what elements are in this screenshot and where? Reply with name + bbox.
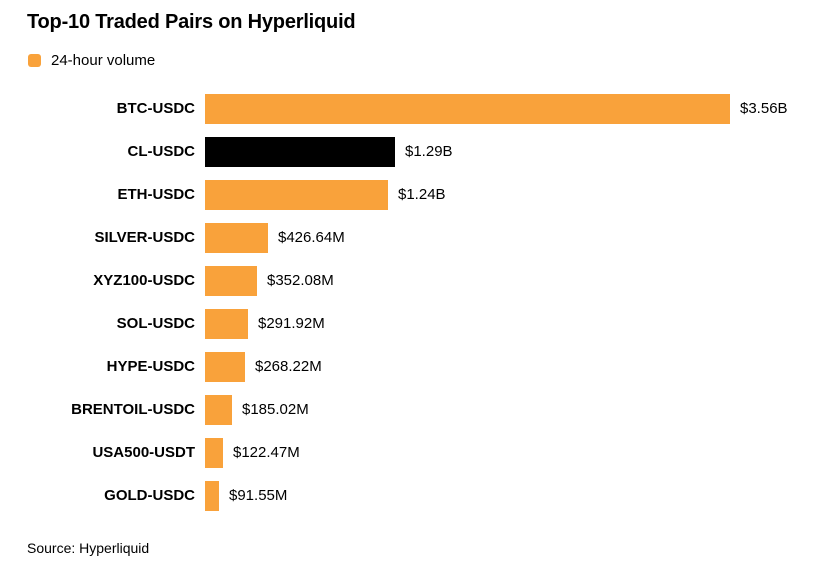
category-label: CL-USDC [127,143,196,160]
category-label: HYPE-USDC [106,358,195,375]
chart-row: SOL-USDC $291.92M [27,302,798,345]
chart-title: Top-10 Traded Pairs on Hyperliquid [27,11,356,33]
value-label: $3.56B [740,100,788,117]
chart-row: BRENTOIL-USDC $185.02M [27,388,798,431]
legend-swatch-icon [28,54,41,67]
chart-row: XYZ100-USDC $352.08M [27,259,798,302]
bar [205,394,232,425]
bar [205,93,730,124]
value-label: $1.24B [398,186,446,203]
bar [205,179,388,210]
value-label: $291.92M [258,315,325,332]
bar-chart: BTC-USDC $3.56B CL-USDC $1.29B ETH-USDC $1.24… [27,87,798,517]
category-label: ETH-USDC [117,186,196,203]
value-label: $352.08M [267,272,334,289]
category-label: BRENTOIL-USDC [71,401,195,418]
bar [205,480,219,511]
source-note: Source: Hyperliquid [27,540,150,556]
chart-row: ETH-USDC $1.24B [27,173,798,216]
bar [205,136,395,167]
legend-label: 24-hour volume [51,52,156,69]
chart-row: SILVER-USDC $426.64M [27,216,798,259]
category-label: GOLD-USDC [104,487,195,504]
value-label: $185.02M [242,401,309,418]
value-label: $122.47M [233,444,300,461]
value-label: $91.55M [229,487,288,504]
category-label: BTC-USDC [116,100,195,117]
chart-row: GOLD-USDC $91.55M [27,474,798,517]
category-label: SILVER-USDC [94,229,195,246]
chart-row: USA500-USDT $122.47M [27,431,798,474]
category-label: USA500-USDT [92,444,195,461]
value-label: $426.64M [278,229,345,246]
chart-row: CL-USDC $1.29B [27,130,798,173]
bar [205,308,248,339]
chart-row: HYPE-USDC $268.22M [27,345,798,388]
value-label: $268.22M [255,358,322,375]
category-label: SOL-USDC [116,315,195,332]
chart-row: BTC-USDC $3.56B [27,87,798,130]
bar [205,265,257,296]
bar [205,437,223,468]
value-label: $1.29B [405,143,453,160]
legend: 24-hour volume [28,52,798,69]
category-label: XYZ100-USDC [93,272,195,289]
bar [205,222,268,253]
bar [205,351,245,382]
